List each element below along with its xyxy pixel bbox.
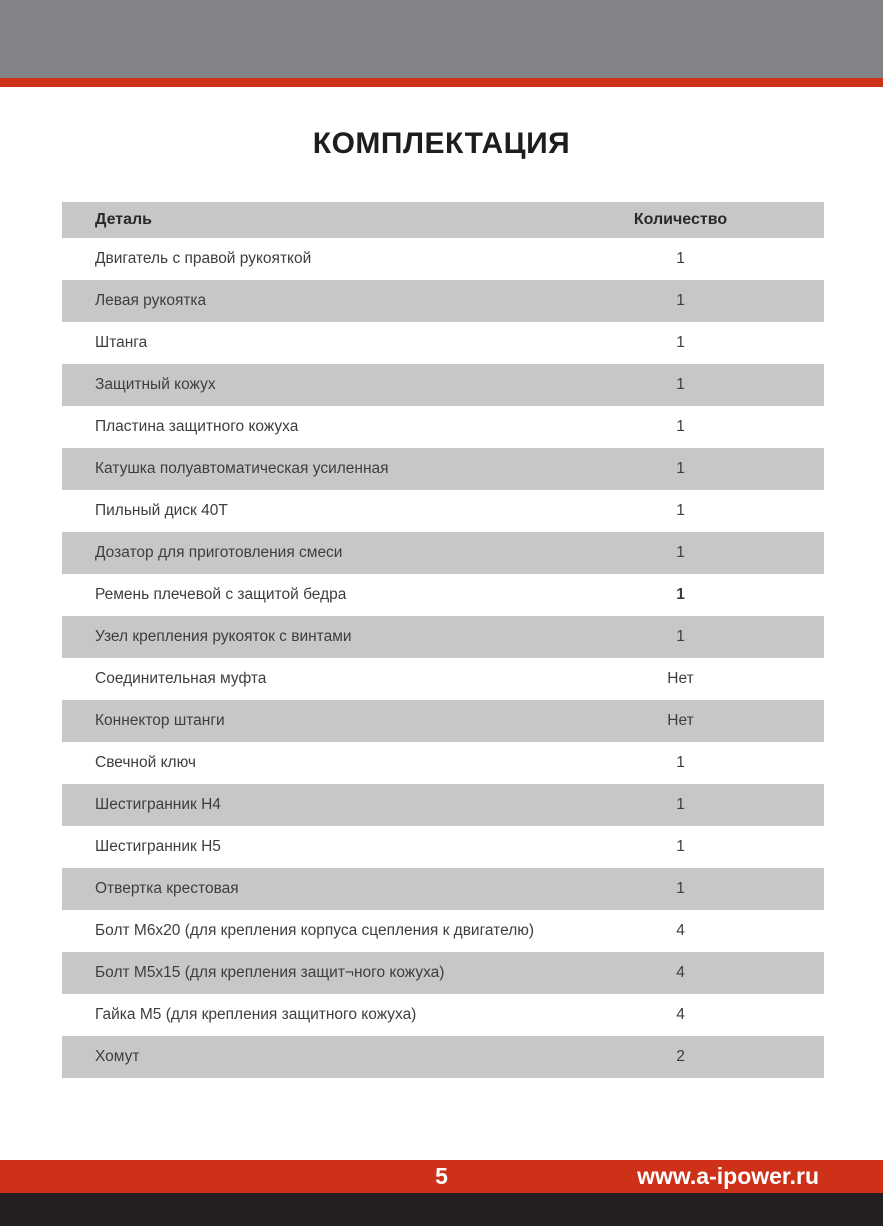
part-quantity: Нет	[667, 712, 694, 729]
part-name: Защитный кожух	[95, 376, 216, 393]
part-quantity: 1	[676, 838, 685, 855]
table-row: Болт М5х15 (для крепления защит¬ного кож…	[62, 952, 824, 994]
part-name: Пластина защитного кожуха	[95, 418, 299, 435]
table-row: Шестигранник Н5 1	[62, 826, 824, 868]
part-name: Ремень плечевой с защитой бедра	[95, 586, 347, 603]
part-name: Соединительная муфта	[95, 670, 267, 687]
table-row: Двигатель с правой рукояткой 1	[62, 238, 824, 280]
table-body: Двигатель с правой рукояткой 1 Левая рукоя…	[62, 238, 824, 1078]
part-quantity: 1	[676, 796, 685, 813]
part-quantity: 4	[676, 922, 685, 939]
part-quantity: 1	[676, 292, 685, 309]
part-name: Отвертка крестовая	[95, 880, 239, 897]
part-name: Болт М5х15 (для крепления защит¬ного кож…	[95, 964, 445, 981]
footer-bar: 5 www.a-ipower.ru	[0, 1160, 883, 1193]
part-name: Шестигранник Н4	[95, 796, 221, 813]
table-row: Хомут 2	[62, 1036, 824, 1078]
part-name: Двигатель с правой рукояткой	[95, 250, 312, 267]
part-quantity: 4	[676, 964, 685, 981]
column-header-quantity: Количество	[633, 211, 728, 228]
part-name: Коннектор штанги	[95, 712, 225, 729]
part-name: Узел крепления рукояток с винтами	[95, 628, 352, 645]
part-quantity: 4	[676, 1006, 685, 1023]
part-name: Штанга	[95, 334, 148, 351]
part-quantity: 1	[676, 586, 685, 603]
table-row: Штанга 1	[62, 322, 824, 364]
table-row: Катушка полуавтоматическая усиленная 1	[62, 448, 824, 490]
table-row: Гайка М5 (для крепления защитного кожуха…	[62, 994, 824, 1036]
part-name: Болт М6х20 (для крепления корпуса сцепле…	[95, 922, 535, 939]
table-header-row: Деталь Количество	[62, 202, 824, 238]
table-row: Пластина защитного кожуха 1	[62, 406, 824, 448]
table-row: Шестигранник Н4 1	[62, 784, 824, 826]
part-quantity: 1	[676, 334, 685, 351]
part-quantity: 1	[676, 880, 685, 897]
part-quantity: 1	[676, 376, 685, 393]
part-quantity: 1	[676, 628, 685, 645]
part-quantity: 1	[676, 418, 685, 435]
part-quantity: 1	[676, 544, 685, 561]
table-row: Ремень плечевой с защитой бедра 1	[62, 574, 824, 616]
table-row: Свечной ключ 1	[62, 742, 824, 784]
part-quantity: Нет	[667, 670, 694, 687]
website-link[interactable]: www.a-ipower.ru	[637, 1163, 819, 1189]
part-name: Хомут	[95, 1048, 140, 1065]
table-row: Защитный кожух 1	[62, 364, 824, 406]
part-name: Шестигранник Н5	[95, 838, 221, 855]
page-title: КОМПЛЕКТАЦИЯ	[312, 127, 571, 160]
table-row: Дозатор для приготовления смеси 1	[62, 532, 824, 574]
top-red-stripe	[0, 78, 883, 87]
table-row: Отвертка крестовая 1	[62, 868, 824, 910]
parts-table: Деталь Количество Двигатель с правой рук…	[62, 202, 824, 1078]
table-row: Узел крепления рукояток с винтами 1	[62, 616, 824, 658]
column-header-part: Деталь	[95, 211, 153, 228]
part-name: Дозатор для приготовления смеси	[95, 544, 343, 561]
table-row: Коннектор штанги Нет	[62, 700, 824, 742]
footer-dark-bar	[0, 1193, 883, 1226]
part-name: Гайка М5 (для крепления защитного кожуха…	[95, 1006, 417, 1023]
table-row: Левая рукоятка 1	[62, 280, 824, 322]
part-name: Пильный диск 40Т	[95, 502, 228, 519]
table-row: Соединительная муфта Нет	[62, 658, 824, 700]
part-name: Свечной ключ	[95, 754, 196, 771]
top-gray-bar	[0, 0, 883, 78]
part-name: Катушка полуавтоматическая усиленная	[95, 460, 389, 477]
part-quantity: 2	[676, 1048, 685, 1065]
part-quantity: 1	[676, 502, 685, 519]
table-row: Пильный диск 40Т 1	[62, 490, 824, 532]
page-number: 5	[435, 1163, 448, 1189]
part-quantity: 1	[676, 460, 685, 477]
part-quantity: 1	[676, 754, 685, 771]
part-name: Левая рукоятка	[95, 292, 207, 309]
part-quantity: 1	[676, 250, 685, 267]
table-row: Болт М6х20 (для крепления корпуса сцепле…	[62, 910, 824, 952]
